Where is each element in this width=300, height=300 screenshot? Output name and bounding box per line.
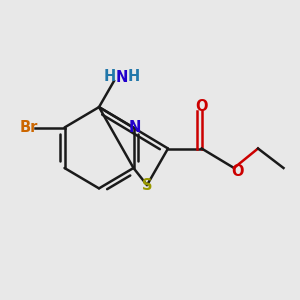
Text: N: N (129, 120, 141, 135)
Text: N: N (115, 70, 128, 86)
Text: O: O (231, 164, 243, 178)
Text: H: H (103, 69, 116, 84)
Text: O: O (195, 99, 208, 114)
Text: S: S (142, 178, 152, 193)
Text: Br: Br (19, 120, 38, 135)
Text: H: H (128, 69, 140, 84)
